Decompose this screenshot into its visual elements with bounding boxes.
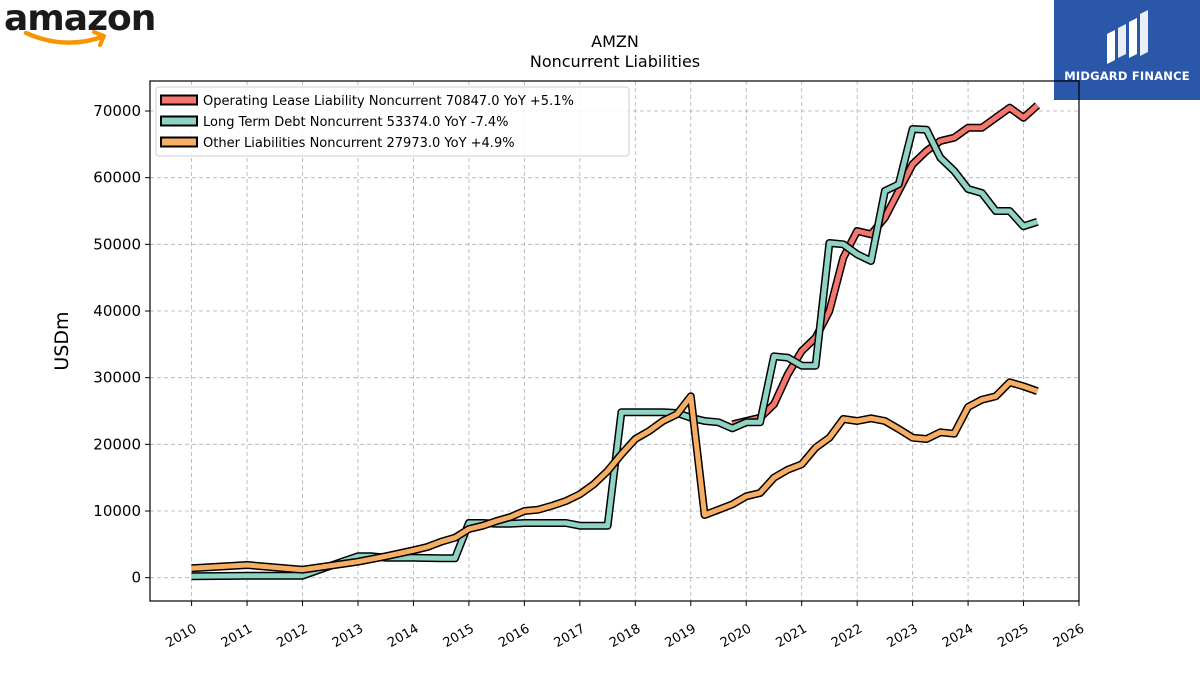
x-tick-label: 2023	[884, 621, 920, 651]
amazon-logo: amazon	[4, 0, 156, 52]
x-tick-label: 2025	[995, 621, 1031, 651]
midgard-finance-logo: MIDGARD FINANCE	[1054, 0, 1200, 100]
x-tick-label: 2016	[496, 621, 532, 651]
legend-swatch	[160, 136, 198, 148]
legend-entry: Long Term Debt Noncurrent 53374.0 YoY -7…	[203, 115, 509, 130]
y-tick-label: 50000	[93, 235, 141, 253]
amazon-smile-icon	[23, 30, 106, 47]
chart-subtitle: Noncurrent Liabilities	[529, 52, 701, 71]
midgard-logo-text: MIDGARD FINANCE	[1064, 69, 1190, 83]
series-line	[731, 103, 1040, 427]
series-2	[191, 125, 1039, 581]
x-tick-label: 2010	[163, 621, 199, 651]
midgard-emblem-icon	[1107, 10, 1148, 64]
x-tick-label: 2014	[385, 621, 421, 651]
legend-entry: Operating Lease Liability Noncurrent 708…	[203, 94, 574, 109]
x-tick-label: 2018	[607, 621, 643, 651]
legend-entry: Other Liabilities Noncurrent 27973.0 YoY…	[203, 136, 515, 151]
y-tick-label: 40000	[93, 302, 141, 320]
x-tick-label: 2021	[774, 621, 810, 651]
y-tick-label: 10000	[93, 502, 141, 520]
y-axis-label: USDm	[51, 311, 73, 370]
x-tick-label: 2013	[330, 621, 366, 651]
series-line-outline	[731, 102, 1041, 429]
plot-frame	[149, 80, 1080, 602]
x-tick-label: 2022	[829, 621, 865, 651]
series-line	[191, 126, 1039, 579]
y-tick-label: 0	[131, 569, 141, 587]
x-tick-label: 2017	[552, 621, 588, 651]
series-line	[191, 379, 1039, 573]
series-1	[731, 102, 1041, 429]
x-tick-label: 2011	[219, 621, 255, 651]
x-tick-label: 2012	[274, 621, 310, 651]
series-line-outline	[191, 125, 1039, 581]
legend-box	[155, 86, 630, 157]
x-tick-label: 2019	[663, 621, 699, 651]
legend-swatch	[160, 115, 198, 127]
x-tick-label: 2020	[718, 621, 754, 651]
y-tick-label: 30000	[93, 369, 141, 387]
y-tick-label: 70000	[93, 102, 141, 120]
series-3	[191, 378, 1039, 574]
y-tick-label: 20000	[93, 435, 141, 453]
x-tick-label: 2015	[441, 621, 477, 651]
y-tick-label: 60000	[93, 169, 141, 187]
x-tick-label: 2024	[940, 621, 976, 651]
x-tick-label: 2026	[1051, 621, 1087, 651]
chart-title: AMZN	[591, 32, 639, 51]
legend: Operating Lease Liability Noncurrent 708…	[155, 86, 630, 157]
legend-swatch	[160, 94, 198, 106]
